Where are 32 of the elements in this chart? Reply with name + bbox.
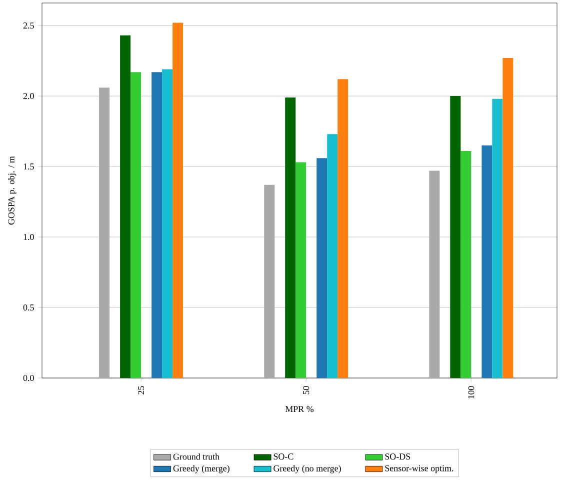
bar (327, 134, 338, 378)
x-tick-label: 50 (303, 386, 310, 394)
bar (450, 96, 461, 378)
bar (172, 22, 184, 378)
y-tick-label: 0.5 (23, 304, 34, 311)
bar (130, 72, 142, 378)
legend-label: SO-DS (385, 454, 410, 460)
legend-label: Greedy (merge) (173, 465, 230, 474)
bar (120, 35, 131, 378)
y-tick-label: 1.0 (24, 234, 34, 240)
x-tick-label: 25 (138, 386, 144, 394)
bar (460, 151, 472, 378)
y-tick-label: 2.0 (23, 92, 34, 100)
legend-label: Sensor-wise optim. (385, 465, 454, 474)
bar (285, 97, 296, 378)
y-tick-label: 1.5 (24, 164, 34, 170)
bar (152, 72, 162, 378)
bar (338, 79, 348, 378)
bar (492, 98, 503, 378)
y-axis-title: GOSPA p. obj. / m (8, 156, 16, 225)
legend-label: SO-C (274, 454, 294, 460)
bar (502, 58, 514, 378)
y-tick-label: 0.0 (23, 374, 34, 382)
y-tick-label: 2.5 (23, 22, 34, 29)
bar (296, 162, 306, 378)
x-axis-title: MPR % (285, 406, 314, 412)
x-tick-label: 100 (468, 386, 474, 398)
bar (162, 69, 173, 378)
bar (316, 158, 328, 378)
legend-label: Greedy (no merge) (274, 465, 341, 474)
legend-label: Ground truth (173, 453, 220, 460)
bar (482, 145, 492, 378)
